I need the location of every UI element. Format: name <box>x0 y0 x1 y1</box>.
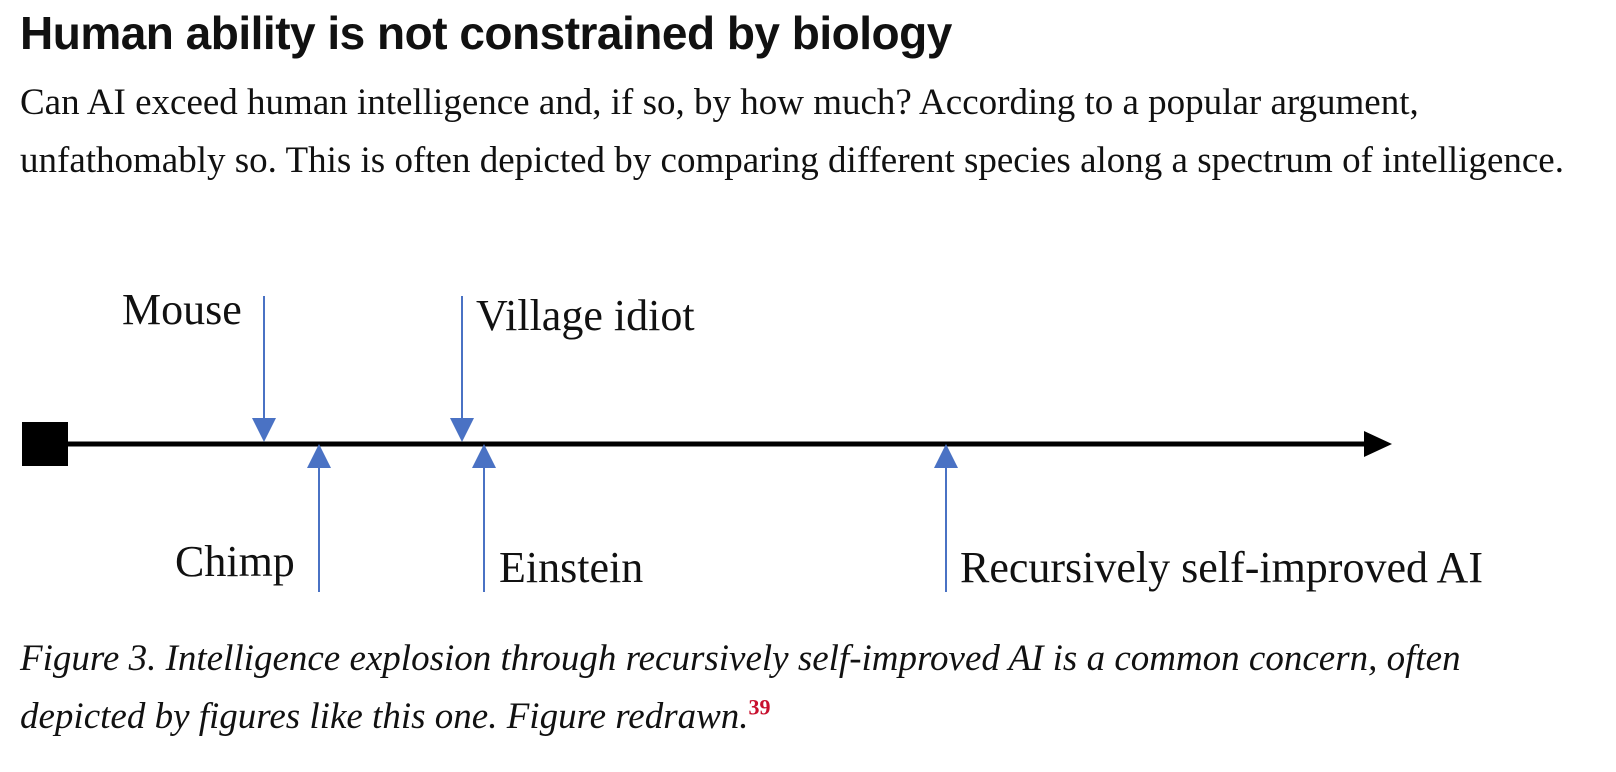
label-ai: Recursively self-improved AI <box>960 543 1483 592</box>
village-idiot-arrow <box>450 296 474 442</box>
intro-paragraph: Can AI exceed human intelligence and, if… <box>20 82 1564 181</box>
axis-arrowhead <box>1364 431 1392 457</box>
label-chimp: Chimp <box>175 537 295 586</box>
spectrum-diagram <box>22 296 1392 592</box>
caption-text: Figure 3. Intelligence explosion through… <box>20 638 1461 737</box>
ai-arrow <box>934 444 958 592</box>
einstein-arrow <box>472 444 496 592</box>
label-mouse: Mouse <box>122 285 242 334</box>
mouse-arrow <box>252 296 276 442</box>
chimp-arrow <box>307 444 331 592</box>
section-heading: Human ability is not constrained by biol… <box>20 7 952 59</box>
intelligence-spectrum-figure: Mouse Village idiot Chimp Einstein Recur… <box>0 270 1616 630</box>
label-einstein: Einstein <box>499 543 644 592</box>
label-village-idiot: Village idiot <box>476 291 695 340</box>
footnote-reference[interactable]: 39 <box>748 694 771 720</box>
figure-caption: Figure 3. Intelligence explosion through… <box>20 630 1580 746</box>
